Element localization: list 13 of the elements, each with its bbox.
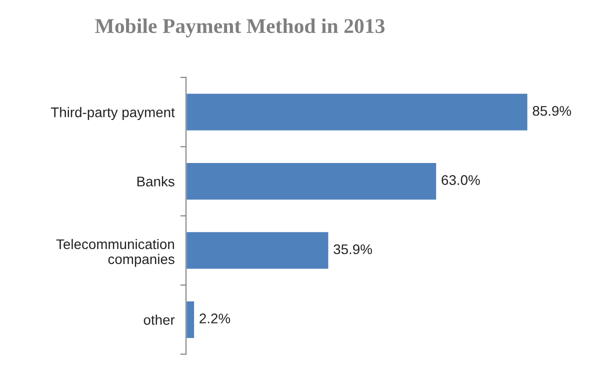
y-tick-label: Banks xyxy=(137,176,174,186)
bar xyxy=(186,162,438,201)
y-tick-label: Telecommunication companies xyxy=(56,238,174,267)
data-label: 63.0% xyxy=(442,175,480,185)
chart-title: Mobile Payment Method in 2013 xyxy=(95,18,385,38)
data-label: 35.9% xyxy=(334,244,372,254)
data-label: 85.9% xyxy=(532,106,572,116)
bar xyxy=(186,230,330,270)
y-tick-label: other xyxy=(144,314,175,325)
bar xyxy=(186,92,528,132)
bar xyxy=(186,300,196,340)
data-label: 2.2% xyxy=(200,314,230,324)
y-tick-label: Third-party payment xyxy=(50,107,175,120)
